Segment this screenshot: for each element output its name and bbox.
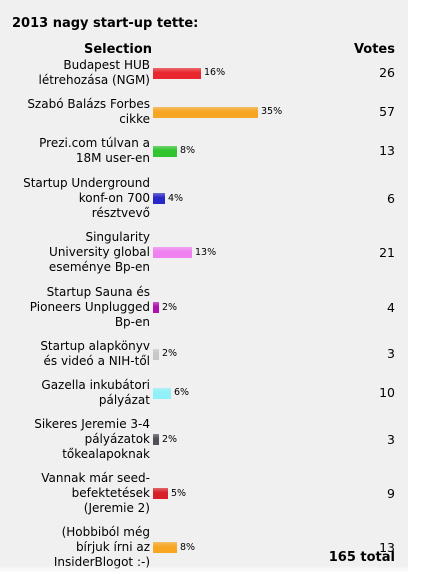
option-votes: 10 (379, 385, 395, 400)
option-percent: 4% (168, 192, 184, 204)
option-label-line: résztvevő (91, 206, 150, 220)
poll-results: Budapest HUB létrehozása (NGM) 16% 26 Szabó … (0, 58, 395, 570)
option-percent: 16% (204, 67, 226, 78)
option-percent: 8% (180, 145, 196, 156)
option-label: Startup Sauna és Pioneers Unplugged Bp-en (0, 285, 150, 330)
option-bar (153, 145, 177, 157)
option-bar (153, 247, 192, 258)
option-label: Sikeres Jeremie 3-4 pályázatok tőkealapokn… (0, 417, 150, 462)
option-label-line: Budapest HUB (63, 58, 150, 72)
option-label: Vannak már seed-befektetések (Jeremie 2) (0, 471, 150, 516)
total-votes: 165 total (328, 550, 395, 565)
option-label: Startup alapkönyv és videó a NIH-től (0, 339, 150, 369)
option-label-line: eseménye Bp-en (48, 260, 150, 274)
option-votes: 13 (379, 143, 395, 158)
option-label-line: tőkealapoknak (62, 447, 150, 461)
option-label-line: és videó a NIH-től (43, 354, 150, 368)
option-label-line: Bp-en (114, 315, 150, 329)
option-votes: 57 (379, 104, 395, 119)
option-label-line: pályázat (98, 393, 150, 407)
option-bar (153, 434, 159, 445)
poll-title: 2013 nagy start-up tette: (12, 16, 199, 31)
option-votes: 3 (387, 431, 395, 447)
option-percent: 5% (171, 487, 187, 499)
option-label: Szabó Balázs Forbes cikke (0, 97, 150, 127)
option-bar (153, 67, 201, 79)
option-votes: 21 (379, 244, 395, 260)
option-percent: 35% (261, 106, 283, 117)
option-label: Startup Underground konf-on 700 résztvevő (0, 176, 150, 221)
footer-fade (0, 565, 408, 574)
option-label-line: Startup Underground (23, 176, 150, 190)
option-votes: 3 (387, 346, 395, 361)
option-votes: 6 (387, 190, 395, 206)
option-votes: 26 (379, 65, 395, 80)
option-percent: 2% (162, 301, 178, 313)
option-label-line: Pioneers Unplugged (29, 300, 150, 314)
votes-column-header: Votes (353, 42, 395, 57)
option-label-line: Sikeres Jeremie 3-4 (34, 417, 150, 431)
option-label-line: Startup alapkönyv (40, 339, 150, 353)
option-percent: 2% (162, 433, 178, 445)
option-bar (153, 106, 258, 118)
option-bar (153, 348, 159, 360)
option-bar (153, 488, 168, 499)
option-label: Singularity University global eseménye Bp-… (0, 230, 150, 275)
option-bar (153, 542, 177, 553)
poll-widget: 2013 nagy start-up tette: Selection Vote… (0, 0, 408, 574)
option-percent: 6% (174, 387, 190, 398)
option-label: Gazella inkubátori pályázat (0, 378, 150, 408)
option-label-line: Singularity (85, 230, 150, 244)
option-bar (153, 193, 165, 204)
option-label-line: Szabó Balázs Forbes (27, 97, 150, 111)
option-label-line: létrehozása (NGM) (38, 73, 151, 87)
option-label-line: 18M user-en (75, 151, 150, 165)
option-percent: 8% (180, 541, 196, 553)
option-votes: 9 (387, 485, 395, 501)
option-label-line: Startup Sauna és (46, 285, 150, 299)
option-percent: 13% (195, 246, 217, 258)
option-label-line: pályázatok (84, 432, 150, 446)
option-label-line: Prezi.com túlvan a (39, 136, 150, 150)
option-bar (153, 387, 171, 399)
option-label-line: cikke (119, 112, 150, 126)
option-bar (153, 302, 159, 313)
option-votes: 4 (387, 299, 395, 315)
selection-column-header: Selection (83, 42, 152, 57)
option-label-line: (Jeremie 2) (83, 501, 150, 515)
option-label-line: konf-on 700 (78, 191, 150, 205)
option-label-line: bírjuk írni az (75, 540, 150, 554)
option-label-line: befektetések (71, 486, 150, 500)
option-percent: 2% (162, 348, 178, 359)
option-label: Budapest HUB létrehozása (NGM) (0, 58, 151, 88)
option-label-line: University global (49, 245, 150, 259)
option-label: Prezi.com túlvan a 18M user-en (0, 136, 150, 166)
option-votes: 13 (379, 539, 395, 555)
option-label: (Hobbiból még bírjuk írni az InsiderBlogot… (0, 525, 150, 570)
option-label-line: Vannak már seed- (41, 471, 150, 485)
option-label-line: Gazella inkubátori (41, 378, 150, 392)
option-label-line: (Hobbiból még (61, 525, 150, 539)
